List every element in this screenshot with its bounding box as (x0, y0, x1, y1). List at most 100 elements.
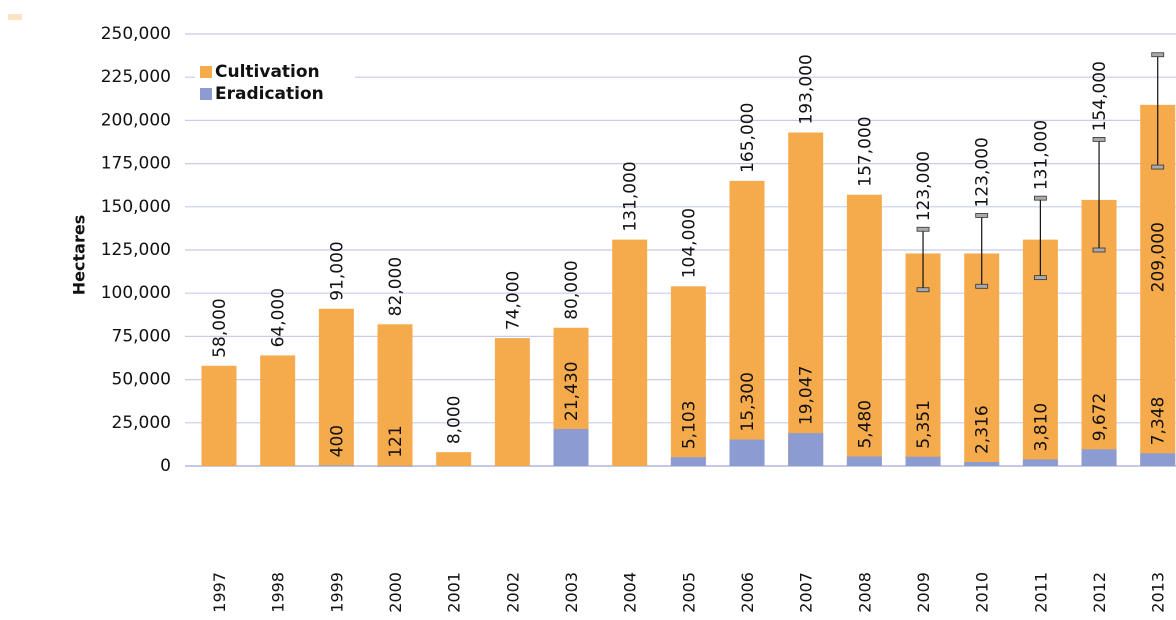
legend-swatch (200, 66, 212, 78)
bar (964, 253, 1000, 466)
x-tick-label: 1997 (210, 572, 229, 613)
value-label: 157,000 (855, 116, 875, 186)
bar (436, 452, 472, 466)
y-tick-label: 250,000 (101, 24, 171, 44)
bar (318, 308, 354, 466)
x-tick-label: 2004 (621, 572, 640, 613)
x-tick-label: 2013 (1149, 572, 1168, 613)
bar (964, 461, 1000, 466)
bar (377, 324, 413, 466)
x-tick-label: 2001 (445, 572, 464, 613)
value-label: 74,000 (503, 271, 523, 330)
y-tick-label: 125,000 (101, 240, 171, 260)
error-cap (916, 287, 930, 293)
error-cap (975, 283, 989, 289)
bar (318, 465, 354, 467)
bar (729, 439, 765, 466)
value-label: 8,000 (445, 396, 465, 445)
bar (1140, 453, 1176, 466)
error-cap (916, 226, 930, 232)
x-tick-label: 2005 (679, 572, 698, 613)
value-label: 2,316 (973, 405, 993, 454)
y-tick-label: 150,000 (101, 197, 171, 217)
y-tick-label: 25,000 (112, 413, 171, 433)
x-tick-label: 2008 (855, 572, 874, 613)
bar (260, 355, 296, 466)
bar (1081, 449, 1117, 466)
bar (846, 194, 882, 467)
value-label: 9,672 (1090, 393, 1110, 442)
bar (670, 286, 706, 466)
legend-swatch (200, 88, 212, 100)
value-label: 400 (327, 425, 347, 457)
bar (377, 465, 413, 467)
x-tick-label: 2012 (1090, 572, 1109, 613)
value-label: 80,000 (562, 260, 582, 319)
error-cap (1033, 275, 1047, 281)
y-tick-label: 175,000 (101, 154, 171, 174)
value-label: 7,348 (1149, 397, 1169, 446)
bar (553, 428, 589, 466)
value-label: 58,000 (210, 298, 230, 357)
value-label: 123,000 (914, 151, 934, 221)
error-cap (975, 213, 989, 218)
error-cap (1151, 164, 1165, 170)
x-tick-label: 2002 (503, 572, 522, 613)
y-tick-label: 225,000 (101, 67, 171, 87)
value-label: 131,000 (621, 161, 641, 231)
value-label: 82,000 (386, 257, 406, 316)
bar (612, 239, 648, 466)
value-label: 3,810 (1031, 403, 1051, 452)
value-label: 121 (386, 425, 406, 457)
value-label: 64,000 (269, 288, 289, 347)
x-tick-label: 2010 (973, 572, 992, 613)
value-label: 15,300 (738, 372, 758, 431)
bar (494, 338, 530, 466)
bar (788, 132, 824, 466)
error-cap (1092, 137, 1106, 142)
value-label: 104,000 (679, 208, 699, 278)
legend-label: Cultivation (215, 62, 320, 82)
error-cap (1092, 247, 1106, 253)
bar (1022, 459, 1058, 466)
bar (788, 433, 824, 466)
y-tick-label: 0 (160, 456, 171, 476)
corner-decoration (8, 14, 22, 20)
value-label: 5,103 (679, 401, 699, 450)
y-tick-label: 100,000 (101, 283, 171, 303)
y-tick-label: 75,000 (112, 326, 171, 346)
x-tick-label: 2006 (738, 572, 757, 613)
value-label: 154,000 (1090, 61, 1110, 131)
x-tick-label: 2009 (914, 572, 933, 613)
bar (905, 456, 941, 466)
bar (670, 457, 706, 466)
legend-label: Eradication (215, 84, 324, 104)
value-label: 209,000 (1149, 222, 1169, 292)
bar (201, 365, 237, 466)
value-label: 19,047 (797, 366, 817, 425)
value-label: 123,000 (973, 137, 993, 207)
value-label: 165,000 (738, 103, 758, 173)
value-label: 5,351 (914, 400, 934, 449)
value-label: 193,000 (797, 54, 817, 124)
bar (729, 180, 765, 466)
x-tick-label: 1999 (327, 572, 346, 613)
value-label: 5,480 (855, 400, 875, 449)
x-tick-label: 2007 (797, 572, 816, 613)
value-label: 91,000 (327, 241, 347, 300)
error-cap (1151, 52, 1165, 58)
error-cap (1033, 195, 1047, 201)
x-tick-label: 2000 (386, 572, 405, 613)
value-label: 131,000 (1031, 120, 1051, 190)
x-tick-label: 2011 (1031, 572, 1050, 613)
value-label: 21,430 (562, 361, 582, 420)
x-tick-label: 1998 (269, 572, 288, 613)
y-tick-label: 50,000 (112, 370, 171, 390)
y-tick-label: 200,000 (101, 110, 171, 130)
y-axis-label: Hectares (70, 215, 89, 295)
x-tick-label: 2003 (562, 572, 581, 613)
bar (846, 456, 882, 466)
legend-bg (195, 58, 355, 106)
